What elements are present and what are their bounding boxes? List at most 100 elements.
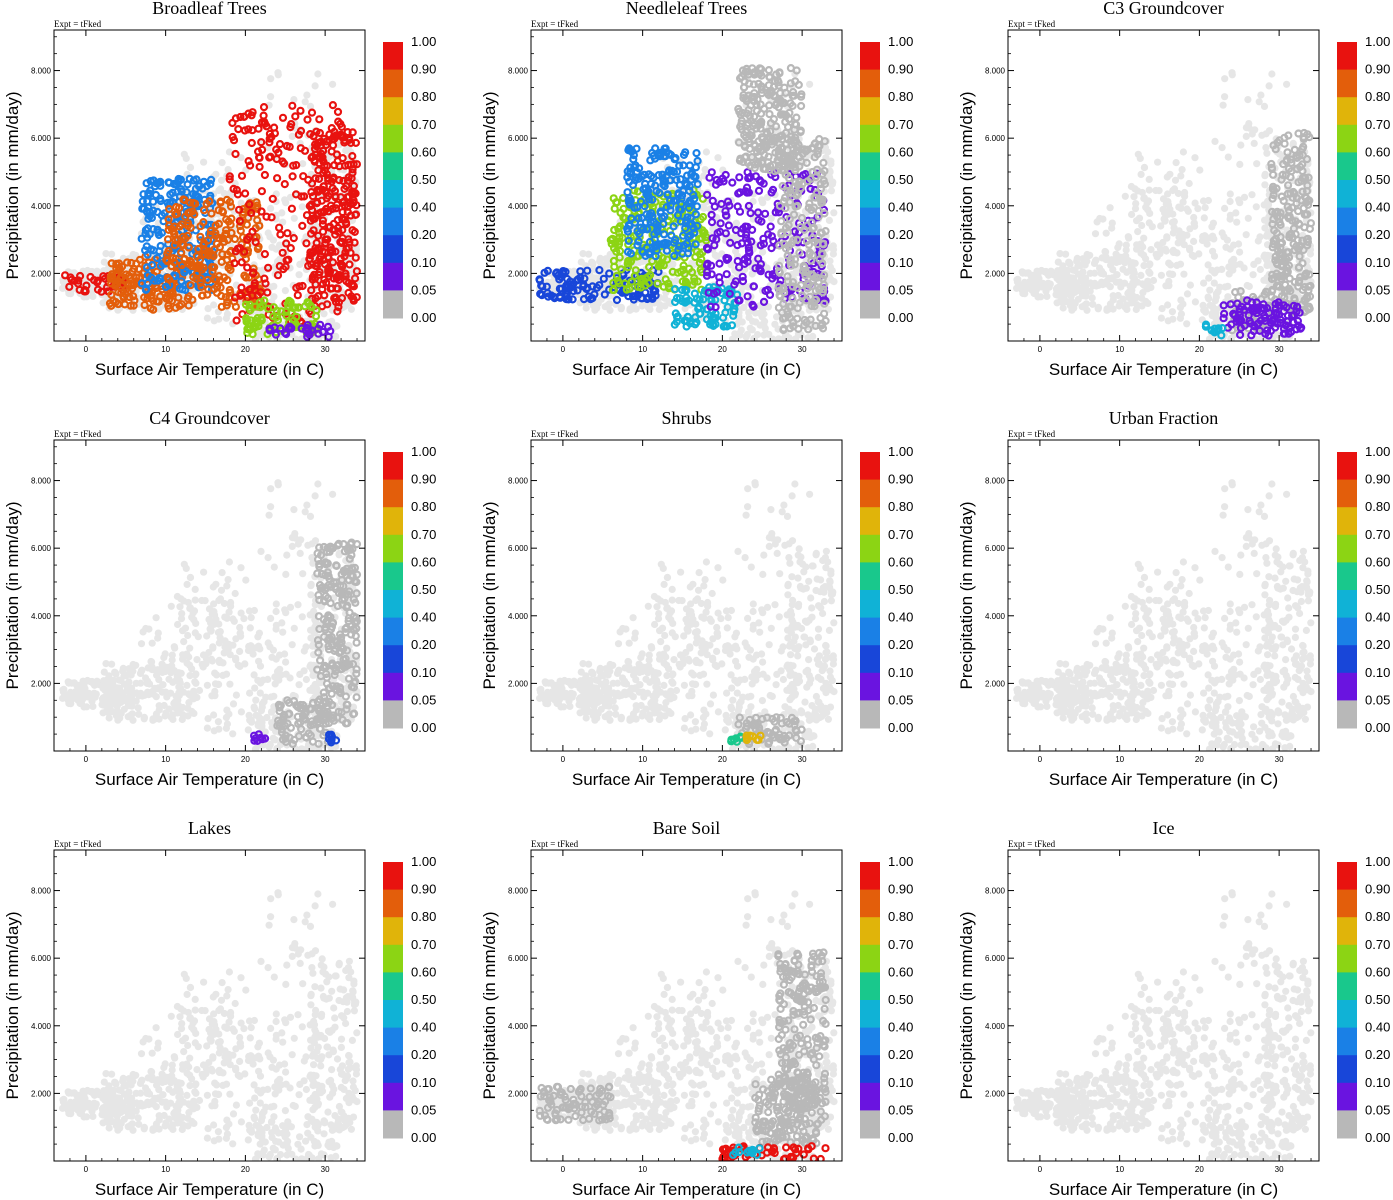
data-point (637, 278, 646, 287)
background-point (1179, 148, 1187, 156)
background-point (1191, 199, 1199, 207)
data-point (551, 269, 561, 278)
data-point (610, 204, 619, 213)
data-point (740, 259, 749, 268)
data-point (755, 119, 764, 128)
data-point (278, 248, 287, 257)
background-point (268, 243, 276, 251)
data-point (312, 262, 321, 271)
data-point (115, 263, 124, 272)
background-point (186, 163, 194, 172)
colorbar-segment (860, 97, 880, 126)
data-point (781, 117, 790, 127)
data-point (140, 300, 149, 310)
data-point (283, 229, 292, 238)
background-point (131, 252, 139, 260)
data-point (819, 240, 828, 249)
data-point (175, 301, 184, 310)
data-point (243, 263, 252, 272)
data-point (634, 214, 643, 223)
background-point (224, 166, 232, 174)
background-point (1206, 286, 1214, 294)
data-point (190, 210, 199, 219)
data-point (332, 200, 341, 209)
data-point (754, 254, 763, 263)
data-point (706, 311, 715, 320)
data-point (120, 300, 129, 309)
background-point (781, 334, 789, 341)
data-point (196, 232, 205, 241)
data-point (695, 309, 704, 318)
data-point (332, 294, 341, 303)
data-point (785, 302, 794, 311)
data-point (819, 176, 828, 185)
data-point (633, 241, 642, 250)
background-point (826, 257, 834, 265)
data-point (81, 287, 90, 296)
data-point (153, 253, 162, 263)
background-point (1137, 170, 1145, 178)
data-point (163, 235, 173, 244)
data-point (143, 278, 152, 287)
background-point (1204, 196, 1212, 205)
data-point (114, 288, 123, 297)
background-point (1033, 279, 1041, 287)
data-point (348, 128, 357, 137)
data-point (721, 170, 730, 180)
data-point (688, 280, 697, 289)
background-point (1263, 149, 1271, 157)
background-point (215, 315, 223, 323)
data-point (696, 265, 705, 274)
data-point (333, 307, 342, 316)
background-point (290, 96, 298, 104)
background-point (582, 304, 590, 312)
colorbar-label: 0.05 (888, 282, 913, 297)
data-point (671, 154, 680, 163)
background-point (728, 335, 737, 341)
data-point (235, 205, 244, 214)
background-point (1091, 269, 1099, 277)
background-point (758, 196, 766, 204)
data-point (715, 178, 724, 187)
data-point (740, 130, 749, 140)
data-point (659, 230, 669, 239)
colorbar-label: 0.50 (888, 172, 913, 187)
data-point (307, 229, 316, 238)
data-point (611, 239, 620, 248)
data-point (180, 254, 189, 264)
data-point (792, 143, 802, 152)
data-point (702, 271, 712, 280)
background-point (638, 302, 646, 310)
background-point (826, 263, 835, 271)
data-point (612, 295, 622, 305)
background-point (1177, 172, 1185, 180)
background-point (1179, 198, 1187, 206)
data-point (637, 294, 647, 303)
data-point (605, 269, 614, 278)
data-point (802, 158, 811, 167)
data-point (310, 214, 319, 223)
data-point (722, 270, 731, 279)
data-point (775, 201, 785, 210)
background-point (1166, 170, 1174, 178)
data-point (259, 111, 268, 120)
data-point (154, 230, 164, 240)
data-point (156, 177, 165, 186)
data-point (627, 147, 636, 156)
data-point (785, 198, 795, 207)
background-point (1198, 236, 1207, 245)
data-point (331, 247, 340, 256)
data-point (211, 228, 220, 237)
background-point (264, 229, 272, 237)
data-point (276, 230, 285, 239)
data-point (186, 281, 195, 290)
background-point (669, 260, 677, 268)
data-point (117, 273, 127, 282)
data-point (753, 208, 763, 217)
data-point (583, 266, 592, 275)
colorbar-segment (860, 262, 880, 291)
data-point (612, 271, 622, 280)
data-point (755, 265, 765, 274)
background-point (1134, 228, 1142, 236)
data-point (644, 263, 654, 272)
